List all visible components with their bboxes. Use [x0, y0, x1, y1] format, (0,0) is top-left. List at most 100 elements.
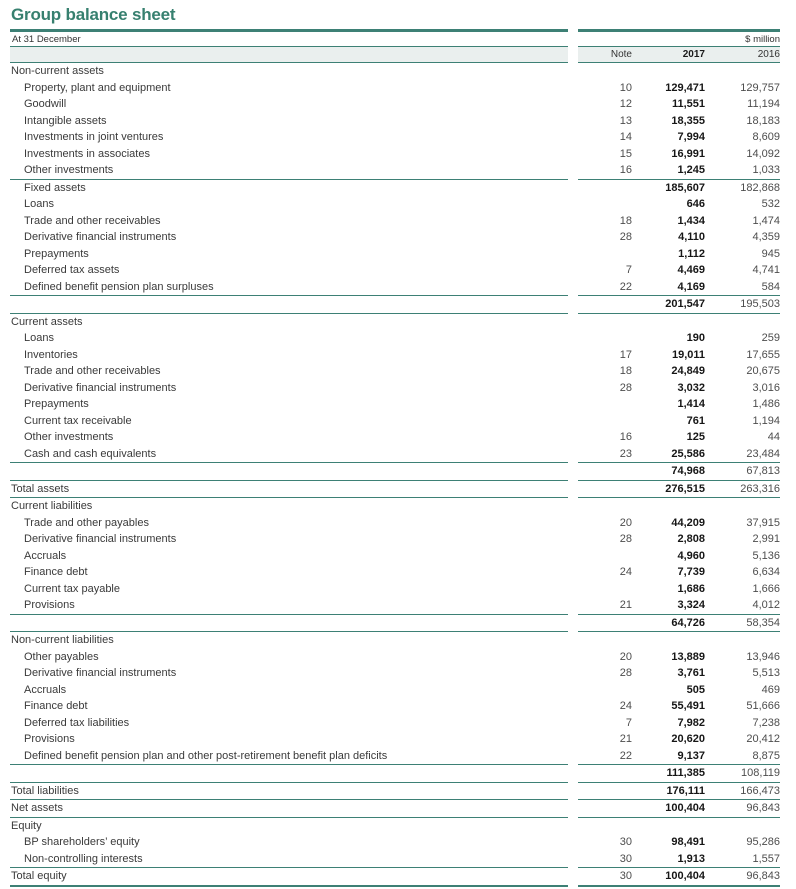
table-row: Loans 190 259	[10, 330, 780, 347]
row-divider-rule	[10, 295, 780, 296]
row-value-2017: 7,739	[677, 566, 705, 579]
rule-segment-right	[578, 312, 780, 314]
row-value-2017: 1,112	[678, 247, 705, 260]
row-note: 7	[625, 716, 632, 729]
column-header-2016: 2016	[757, 49, 780, 60]
row-value-2016: 1,557	[752, 852, 780, 865]
table-row: Accruals 4,960 5,136	[10, 548, 780, 565]
rule-segment-right	[578, 613, 780, 615]
row-value-2017: 18,355	[671, 114, 705, 127]
row-value-2016: 469	[761, 683, 780, 696]
table-row: Deferred tax liabilities 7 7,982 7,238	[10, 715, 780, 732]
table-row: Total liabilities 176,111 166,473	[10, 783, 780, 800]
table-row: Defined benefit pension plan and other p…	[10, 748, 780, 765]
row-note: 28	[619, 381, 632, 394]
table-row: Investments in joint ventures 14 7,994 8,60…	[10, 129, 780, 146]
row-value-2016: 6,634	[752, 566, 780, 579]
row-note: 21	[619, 599, 632, 612]
rule-segment-left	[10, 816, 568, 818]
row-value-2017: 98,491	[671, 836, 705, 849]
row-note: 23	[619, 447, 632, 460]
row-value-2017: 25,586	[671, 447, 705, 460]
table-row: Non-controlling interests 30 1,913 1,557	[10, 851, 780, 868]
row-value-2017: 55,491	[671, 700, 705, 713]
row-label: Current tax receivable	[24, 414, 132, 427]
table-row: Prepayments 1,414 1,486	[10, 396, 780, 413]
row-note: 16	[619, 164, 632, 177]
row-divider-rule	[10, 613, 780, 615]
table-body: Non-current assets Property, plant and eq…	[10, 63, 780, 885]
row-label: Derivative financial instruments	[24, 381, 177, 394]
rule-segment-right	[578, 29, 780, 32]
rule-segment-left	[10, 764, 568, 765]
row-value-2016: 4,359	[752, 231, 780, 244]
table-row: Accruals 505 469	[10, 682, 780, 699]
row-label: Accruals	[24, 549, 67, 562]
table-row: Loans 646 532	[10, 196, 780, 213]
row-value-2016: 8,609	[752, 131, 780, 144]
row-value-2016: 18,183	[746, 114, 780, 127]
table-row: Non-current assets	[10, 63, 780, 80]
row-label: Deferred tax assets	[24, 264, 120, 277]
row-value-2017: 20,620	[671, 733, 705, 746]
row-value-2016: 4,012	[752, 599, 780, 612]
row-value-2016: 58,354	[746, 616, 780, 629]
row-value-2017: 129,471	[665, 81, 705, 94]
rule-segment-right	[578, 781, 780, 783]
row-label: Derivative financial instruments	[24, 533, 177, 546]
column-header-2017: 2017	[682, 49, 705, 60]
row-note: 16	[619, 431, 632, 444]
rule-segment-right	[578, 867, 780, 868]
row-label: Derivative financial instruments	[24, 231, 177, 244]
row-note: 12	[619, 98, 632, 111]
rule-segment-left	[10, 781, 568, 783]
rule-segment-right	[578, 46, 780, 47]
row-value-2016: 44	[767, 431, 780, 444]
row-value-2017: 125	[686, 431, 705, 444]
table-row: Derivative financial instruments 28 2,808 2…	[10, 531, 780, 548]
rule-segment-left	[10, 497, 568, 498]
row-divider-rule	[10, 178, 780, 180]
row-value-2017: 3,761	[677, 667, 705, 680]
row-value-2016: 1,486	[752, 398, 780, 411]
row-label: Total equity	[11, 870, 67, 883]
row-note: 21	[619, 733, 632, 746]
row-note: 20	[619, 650, 632, 663]
rule-segment-right	[578, 178, 780, 180]
row-label: Total assets	[11, 482, 70, 495]
table-row: Current tax receivable 761 1,194	[10, 413, 780, 430]
row-label: Provisions	[24, 733, 75, 746]
header-rule-2	[10, 62, 780, 63]
row-value-2016: 95,286	[746, 836, 780, 849]
row-note: 24	[619, 566, 632, 579]
table-row: Finance debt 24 55,491 51,666	[10, 698, 780, 715]
table-row: Total equity 30 100,404 96,843	[10, 868, 780, 885]
row-label: Property, plant and equipment	[24, 81, 171, 94]
row-value-2017: 185,607	[665, 181, 705, 194]
rule-segment-left	[10, 295, 568, 296]
row-label: Current liabilities	[11, 500, 93, 513]
table-row: Total assets 276,515 263,316	[10, 481, 780, 498]
header-band-right: Note 2017 2016	[578, 47, 780, 62]
header-band-left	[10, 47, 568, 62]
table-row: Fixed assets 185,607 182,868	[10, 180, 780, 197]
table-row: Property, plant and equipment 10 129,471 12…	[10, 80, 780, 97]
row-value-2017: 7,982	[677, 716, 705, 729]
rule-segment-right	[578, 295, 780, 296]
table-row: Equity	[10, 818, 780, 835]
row-value-2016: 5,136	[752, 549, 780, 562]
row-value-2017: 201,547	[665, 298, 705, 311]
row-value-2016: 13,946	[746, 650, 780, 663]
row-divider-rule	[10, 764, 780, 765]
rule-segment-right	[578, 884, 780, 887]
row-note: 7	[625, 264, 632, 277]
table-row: Other payables 20 13,889 13,946	[10, 649, 780, 666]
row-value-2017: 646	[686, 198, 705, 211]
table-row: Investments in associates 15 16,991 14,092	[10, 146, 780, 163]
table-row: 201,547 195,503	[10, 296, 780, 313]
row-value-2017: 9,137	[677, 749, 705, 762]
row-value-2017: 16,991	[671, 147, 705, 160]
row-value-2017: 761	[686, 414, 705, 427]
row-value-2017: 2,808	[677, 533, 705, 546]
row-value-2016: 5,513	[752, 667, 780, 680]
